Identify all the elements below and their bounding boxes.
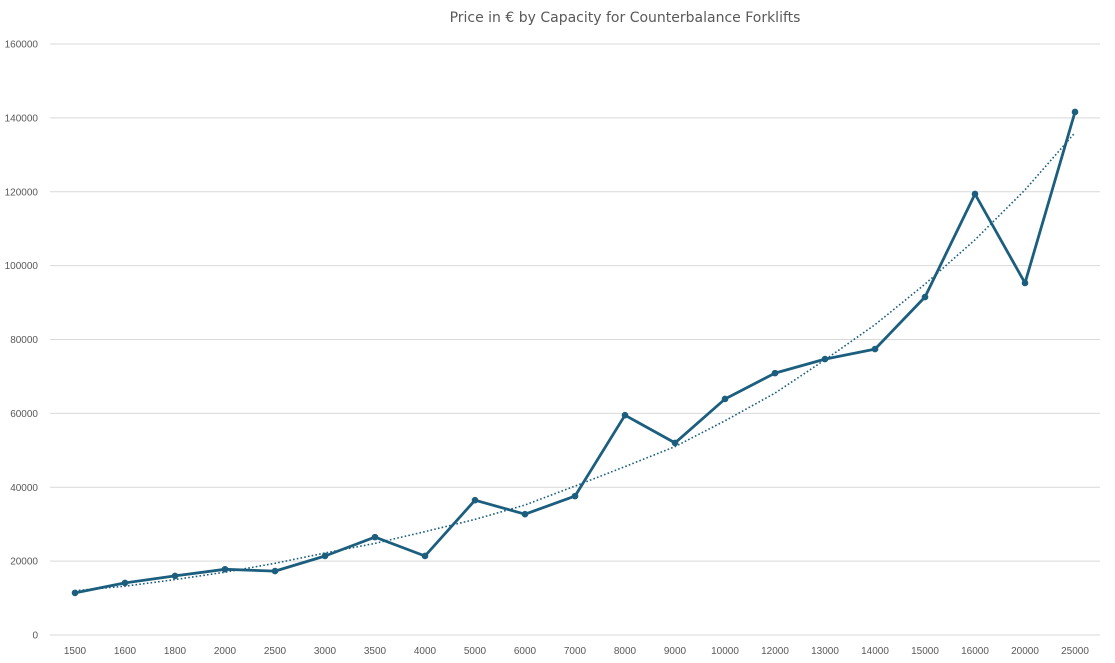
y-tick-label: 140000 <box>5 113 39 124</box>
x-tick-label: 13000 <box>811 646 839 657</box>
data-point <box>1071 108 1079 116</box>
y-tick-label: 40000 <box>10 483 38 494</box>
gridlines <box>50 43 1100 636</box>
data-point <box>171 572 179 580</box>
data-point <box>221 565 229 573</box>
data-point <box>471 496 479 504</box>
x-tick-label: 15000 <box>911 646 939 657</box>
x-tick-label: 2500 <box>264 646 287 657</box>
y-tick-label: 20000 <box>10 557 38 568</box>
x-tick-label: 25000 <box>1061 646 1089 657</box>
data-point <box>321 552 329 560</box>
series-markers <box>71 108 1079 597</box>
data-point <box>871 345 879 353</box>
data-point <box>771 369 779 377</box>
x-tick-label: 12000 <box>761 646 789 657</box>
y-tick-label: 60000 <box>10 409 38 420</box>
y-tick-label: 80000 <box>10 335 38 346</box>
x-tick-label: 3500 <box>364 646 387 657</box>
y-tick-label: 100000 <box>5 261 39 272</box>
x-tick-label: 4000 <box>414 646 437 657</box>
data-point <box>71 589 79 597</box>
series-line-price <box>74 111 1077 595</box>
x-tick-label: 10000 <box>711 646 739 657</box>
trendline <box>74 132 1076 592</box>
data-point <box>371 533 379 541</box>
x-tick-label: 16000 <box>961 646 989 657</box>
x-tick-label: 1800 <box>164 646 187 657</box>
y-tick-label: 120000 <box>5 187 39 198</box>
x-tick-label: 20000 <box>1011 646 1039 657</box>
data-point <box>521 510 529 518</box>
y-axis-ticks: 0 20000 40000 60000 80000 100000 120000 140000 1… <box>5 40 39 642</box>
data-point <box>571 492 579 500</box>
data-point <box>971 190 979 198</box>
x-tick-label: 3000 <box>314 646 337 657</box>
x-tick-label: 7000 <box>564 646 587 657</box>
x-tick-label: 1500 <box>64 646 87 657</box>
y-tick-label: 0 <box>32 631 38 642</box>
data-point <box>821 355 829 363</box>
x-axis-ticks: 1500 1600 1800 2000 2500 3000 3500 4000 5000 6000… <box>64 646 1089 657</box>
data-point <box>921 293 929 301</box>
data-point <box>421 552 429 560</box>
data-point <box>621 411 629 419</box>
data-point <box>721 395 729 403</box>
data-point <box>271 567 279 575</box>
chart-title: Price in € by Capacity for Counterbalanc… <box>450 10 801 26</box>
x-tick-label: 6000 <box>514 646 537 657</box>
x-tick-label: 1600 <box>114 646 137 657</box>
x-tick-label: 14000 <box>861 646 889 657</box>
x-tick-label: 9000 <box>664 646 687 657</box>
x-tick-label: 8000 <box>614 646 637 657</box>
data-point <box>121 579 129 587</box>
data-point <box>1021 279 1029 287</box>
data-point <box>671 439 679 447</box>
y-tick-label: 160000 <box>5 40 39 51</box>
x-tick-label: 5000 <box>464 646 487 657</box>
x-tick-label: 2000 <box>214 646 237 657</box>
